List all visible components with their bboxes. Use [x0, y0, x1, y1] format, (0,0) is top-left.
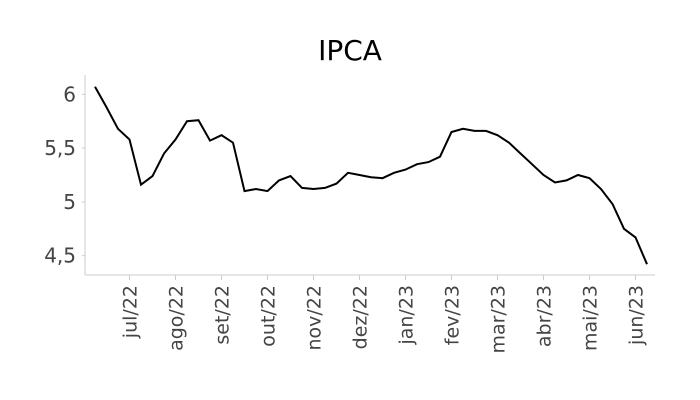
x-tick-label: mai/23 [580, 285, 602, 351]
x-tick-label: dez/22 [350, 285, 372, 349]
y-tick-label: 5,5 [44, 136, 76, 160]
y-tick-label: 6 [63, 82, 76, 106]
x-tick-label: jan/23 [396, 285, 418, 346]
x-tick-label: ago/22 [166, 285, 188, 351]
line [94, 86, 648, 265]
x-tick-label: jul/22 [120, 285, 142, 339]
x-tick-label: nov/22 [304, 285, 326, 351]
x-tick-label: abr/23 [534, 285, 556, 347]
x-tick-label: set/22 [212, 285, 234, 345]
chart-title: IPCA [318, 34, 382, 67]
x-tick-label: fev/23 [442, 285, 464, 345]
x-tick-label: mar/23 [488, 285, 510, 354]
y-tick-label: 4,5 [44, 244, 76, 268]
x-tick-label: jun/23 [626, 285, 648, 346]
x-tick-label: out/22 [258, 285, 280, 347]
y-tick-label: 5 [63, 190, 76, 214]
